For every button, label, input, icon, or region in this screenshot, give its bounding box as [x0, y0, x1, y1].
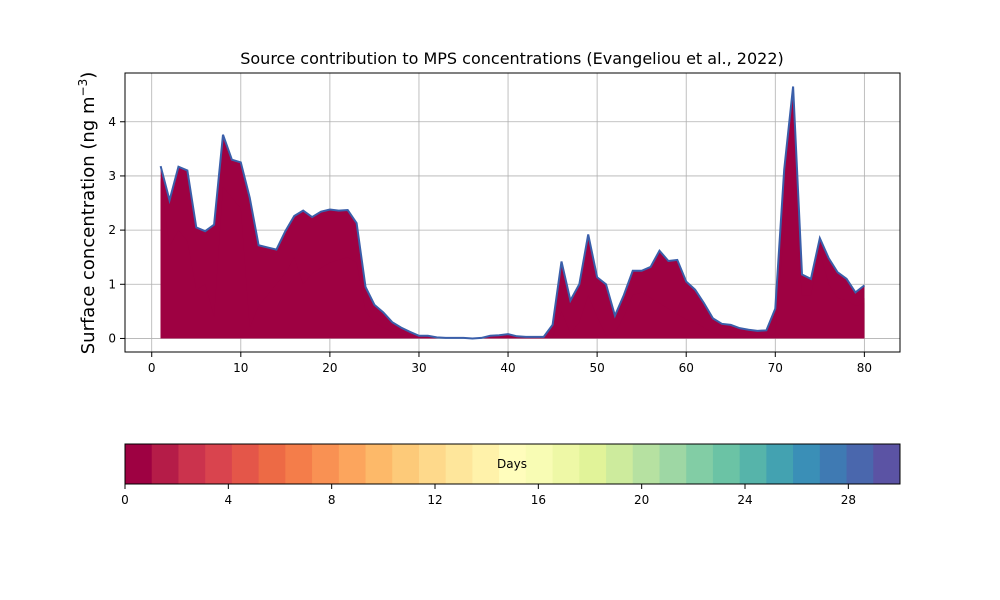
colorbar-swatch [285, 444, 313, 484]
colorbar-swatch [125, 444, 153, 484]
colorbar-swatch [659, 444, 687, 484]
colorbar-swatch [819, 444, 848, 484]
colorbar-swatch [472, 444, 500, 484]
colorbar-swatch [525, 444, 554, 484]
x-tick-label: 20 [322, 361, 337, 375]
y-axis-ticks: 0 1 2 3 4 [108, 115, 125, 345]
colorbar-swatch [686, 444, 714, 484]
colorbar-swatch [793, 444, 821, 484]
y-axis-label-exponent: −3 [76, 79, 90, 97]
colorbar-swatch [205, 444, 233, 484]
colorbar-frame [124, 443, 901, 485]
colorbar-tick-label: 28 [841, 493, 856, 507]
colorbar-ticks: 0 4 8 12 16 20 24 28 [121, 484, 856, 507]
x-tick-label: 80 [857, 361, 872, 375]
colorbar-swatch [258, 444, 286, 484]
colorbar-swatch [178, 444, 206, 484]
y-axis-label-close: ) [78, 72, 99, 79]
total-concentration-line [159, 86, 865, 340]
x-tick-label: 70 [768, 361, 783, 375]
x-tick-label: 50 [589, 361, 604, 375]
colorbar-swatch [312, 444, 340, 484]
x-tick-label: 40 [500, 361, 515, 375]
colorbar-tick-label: 20 [634, 493, 649, 507]
colorbar-swatch [365, 444, 393, 484]
y-axis-label-text: Surface concentration (ng m [78, 96, 99, 354]
colorbar-swatch [445, 444, 473, 484]
chart-title: Source contribution to MPS concentration… [240, 49, 784, 68]
colorbar-swatch [552, 444, 580, 484]
colorbar-label: Days [497, 457, 527, 471]
colorbar-swatch [579, 444, 607, 484]
y-tick-label: 4 [108, 115, 116, 129]
stacked-area-layers [160, 86, 865, 339]
colorbar-tick-label: 4 [225, 493, 233, 507]
colorbar-swatch [606, 444, 634, 484]
colorbar-swatch [499, 444, 527, 484]
colorbar-swatch [632, 444, 660, 484]
colorbar-tick-label: 16 [531, 493, 546, 507]
y-tick-label: 2 [108, 223, 116, 237]
plot-area: 0 10 20 30 40 50 60 70 80 0 1 2 3 4 [108, 72, 901, 375]
colorbar-swatch [712, 444, 741, 484]
colorbar-swatch [766, 444, 794, 484]
y-tick-label: 3 [108, 169, 116, 183]
x-tick-label: 30 [411, 361, 426, 375]
colorbar-swatch [338, 444, 367, 484]
y-axis-label: Surface concentration (ng m−3) [76, 72, 99, 355]
x-tick-label: 10 [233, 361, 248, 375]
x-axis-ticks: 0 10 20 30 40 50 60 70 80 [148, 352, 872, 375]
colorbar-swatches [125, 444, 901, 484]
colorbar-swatch [392, 444, 420, 484]
colorbar-tick-label: 12 [427, 493, 442, 507]
colorbar-swatch [873, 444, 901, 484]
area-layer-base [160, 181, 865, 339]
colorbar-swatch [151, 444, 179, 484]
plot-frame [124, 72, 901, 353]
x-tick-label: 0 [148, 361, 156, 375]
y-tick-label: 1 [108, 277, 116, 291]
colorbar-swatch [846, 444, 874, 484]
colorbar: Days 0 4 8 12 16 20 24 28 [121, 443, 901, 507]
colorbar-tick-label: 24 [737, 493, 752, 507]
y-tick-label: 0 [108, 331, 116, 345]
colorbar-tick-label: 8 [328, 493, 336, 507]
colorbar-swatch [739, 444, 767, 484]
colorbar-swatch [231, 444, 260, 484]
colorbar-swatch [418, 444, 447, 484]
colorbar-tick-label: 0 [121, 493, 129, 507]
x-tick-label: 60 [679, 361, 694, 375]
